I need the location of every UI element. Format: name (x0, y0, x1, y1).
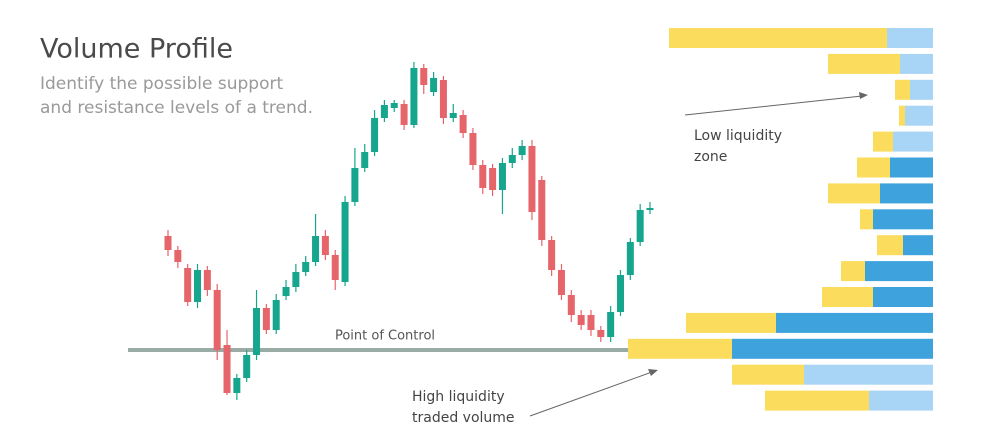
candle-body (410, 68, 418, 125)
volume-bar (828, 53, 900, 74)
annotation: traded volume (412, 410, 515, 426)
candle-body (636, 210, 644, 242)
candle-body (233, 378, 241, 393)
candle-body (577, 315, 585, 325)
volume-bar (628, 338, 732, 359)
poc-label: Point of Control (335, 329, 435, 344)
candle-body (439, 80, 447, 118)
candle-body (616, 275, 624, 312)
candle-body (262, 308, 270, 330)
candle-body (253, 308, 261, 355)
subtitle: and resistance levels of a trend. (40, 98, 313, 118)
annotation: zone (694, 149, 727, 165)
candle-body (213, 290, 221, 350)
volume-bar (860, 209, 873, 230)
candle-body (508, 155, 516, 163)
volume-bar (828, 183, 880, 204)
volume-bar (865, 261, 933, 282)
volume-bar (732, 364, 804, 385)
candle-body (538, 180, 546, 240)
candle-body (351, 168, 359, 202)
candle-body (567, 295, 575, 315)
annotation: High liquidity (412, 389, 505, 405)
candle-body (380, 105, 388, 118)
volume-bar (669, 28, 887, 48)
volume-bar (890, 157, 933, 178)
candle-body (312, 236, 320, 262)
volume-bar (765, 390, 869, 411)
candle-body (548, 240, 556, 270)
candle-body (587, 315, 595, 330)
candle-body (272, 300, 280, 330)
volume-bar (804, 364, 933, 385)
title: Volume Profile (40, 34, 233, 65)
candle-body (607, 312, 615, 337)
volume-bar (887, 28, 933, 48)
candle-body (194, 270, 202, 302)
volume-bar (822, 287, 873, 307)
candle-body (420, 68, 428, 85)
candle-body (557, 270, 565, 295)
volume-bar (903, 235, 933, 256)
candle-body (489, 168, 497, 190)
subtitle: Identify the possible support (40, 74, 283, 94)
volume-bar (905, 105, 933, 126)
volume-bar (732, 338, 933, 359)
candle-body (400, 104, 408, 125)
candle-body (341, 202, 349, 282)
candle-body (646, 208, 654, 210)
candle-body (282, 287, 290, 296)
volume-bar (893, 131, 933, 152)
candle-body (469, 133, 477, 165)
volume-bar (880, 183, 933, 204)
candle-body (203, 270, 211, 290)
volume-bar (895, 79, 910, 100)
candle-body (243, 355, 251, 378)
volume-bar (899, 105, 905, 126)
candle-body (430, 78, 438, 92)
candle-body (223, 345, 231, 393)
volume-bar (873, 209, 933, 230)
candle-body (302, 262, 310, 272)
candle-body (390, 103, 398, 108)
volume-bar (857, 157, 890, 178)
volume-bar (877, 235, 903, 256)
volume-bar (686, 312, 776, 333)
candle-body (626, 242, 634, 275)
candle-body (479, 165, 487, 188)
volume-bar (869, 390, 933, 411)
candle-body (361, 152, 369, 168)
candle-body (174, 250, 182, 262)
candle-body (321, 236, 329, 255)
candle-body (371, 118, 379, 152)
candle-body (164, 236, 172, 250)
candle-body (597, 330, 605, 337)
candle-body (331, 255, 339, 280)
candle-body (449, 113, 457, 118)
arrows (529, 92, 868, 417)
candle-body (459, 115, 467, 133)
volume-bar (900, 53, 933, 74)
volume-bar (873, 287, 933, 307)
volume-bar (910, 79, 933, 100)
volume-bar (776, 312, 933, 333)
candle-body (528, 146, 536, 212)
candle-body (498, 163, 506, 190)
candle-body (292, 272, 300, 287)
candle-body (518, 146, 526, 155)
volume-bar (841, 261, 865, 282)
candle-body (184, 268, 192, 302)
annotation: Low liquidity (694, 128, 782, 144)
volume-bar (873, 131, 893, 152)
